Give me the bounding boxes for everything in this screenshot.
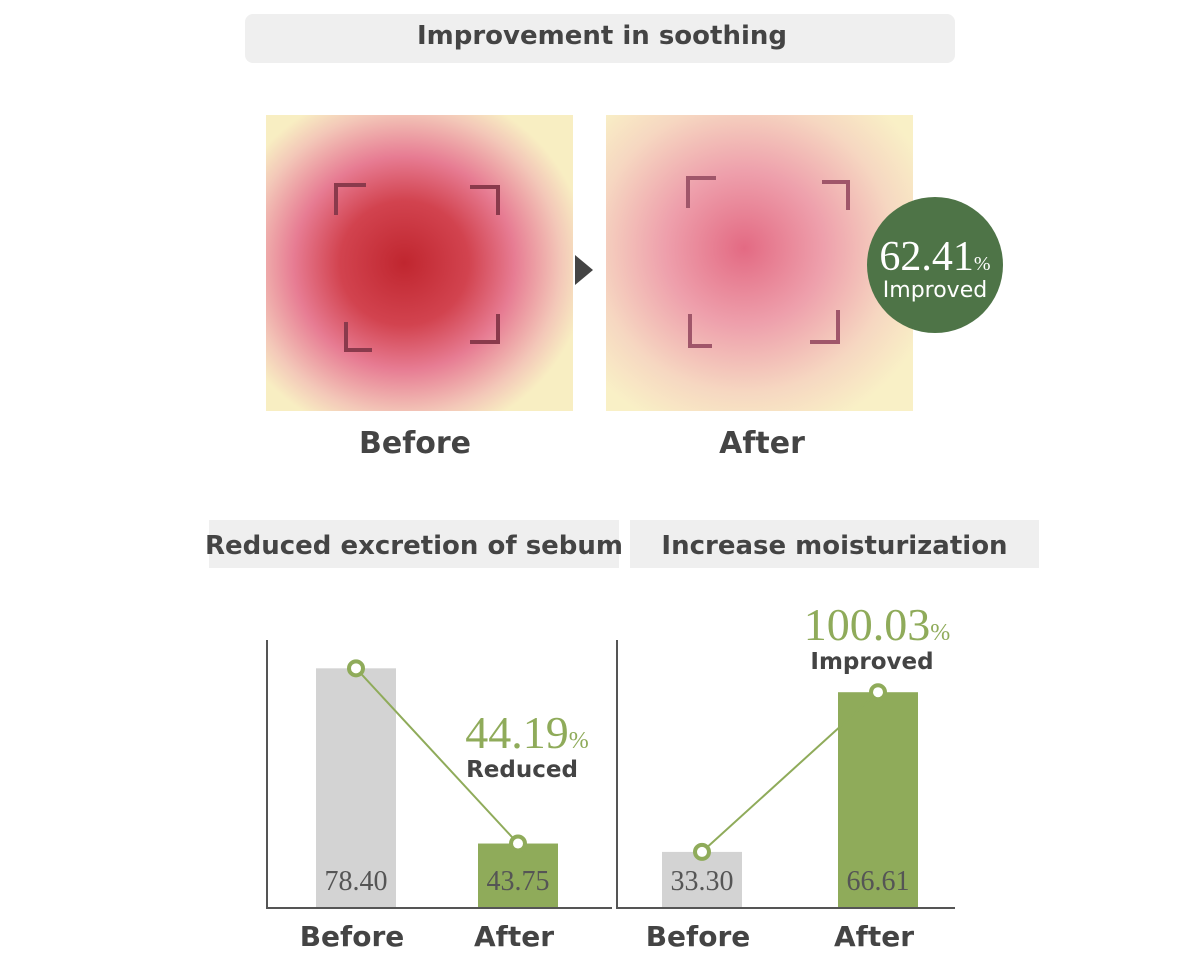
chart-header xyxy=(630,520,1039,568)
badge-unit: % xyxy=(974,253,991,275)
x-tick-label: After xyxy=(474,920,554,953)
chart-title: Reduced excretion of sebum xyxy=(205,531,623,561)
before-label: Before xyxy=(359,426,471,461)
title: Improvement in soothing xyxy=(417,21,787,51)
brackets xyxy=(334,183,500,352)
value-label: 43.75 xyxy=(487,866,550,897)
after-photo xyxy=(606,115,913,411)
badge-text: Improved xyxy=(883,278,987,303)
badge xyxy=(867,197,1003,333)
value-label: 66.61 xyxy=(847,866,910,897)
point xyxy=(509,834,527,853)
annotation-value: 44.19% xyxy=(465,707,589,758)
chart-title: Increase moisturization xyxy=(661,531,1007,561)
x-tick-label: Before xyxy=(646,920,751,953)
annotation-number: 44.19 xyxy=(465,707,569,758)
point xyxy=(693,842,711,861)
badge-value: 62.41% xyxy=(879,234,990,280)
chart-header xyxy=(209,520,619,568)
axis xyxy=(616,640,955,909)
before-photo xyxy=(266,115,573,411)
brackets xyxy=(686,176,850,348)
annotation-unit: % xyxy=(569,728,589,754)
x-tick-label: After xyxy=(834,920,914,953)
annotation-text: Improved xyxy=(810,649,933,675)
annotation-value: 100.03% xyxy=(804,599,951,650)
annotation-number: 100.03 xyxy=(804,599,931,650)
point xyxy=(869,683,887,702)
badge-number: 62.41 xyxy=(879,234,974,280)
x-tick-label: Before xyxy=(300,920,405,953)
bar xyxy=(478,843,558,908)
annotation-text: Reduced xyxy=(466,757,578,783)
annotation-unit: % xyxy=(930,620,950,646)
value-label: 78.40 xyxy=(325,866,388,897)
arrow xyxy=(575,255,593,285)
bar xyxy=(838,692,918,908)
trend-line xyxy=(355,667,519,845)
point xyxy=(347,659,365,678)
axis xyxy=(266,640,612,909)
after-label: After xyxy=(719,426,805,461)
bar xyxy=(662,851,742,908)
trend-line xyxy=(701,691,879,853)
bar xyxy=(316,668,396,908)
value-label: 33.30 xyxy=(671,866,734,897)
title-bar xyxy=(245,14,955,63)
